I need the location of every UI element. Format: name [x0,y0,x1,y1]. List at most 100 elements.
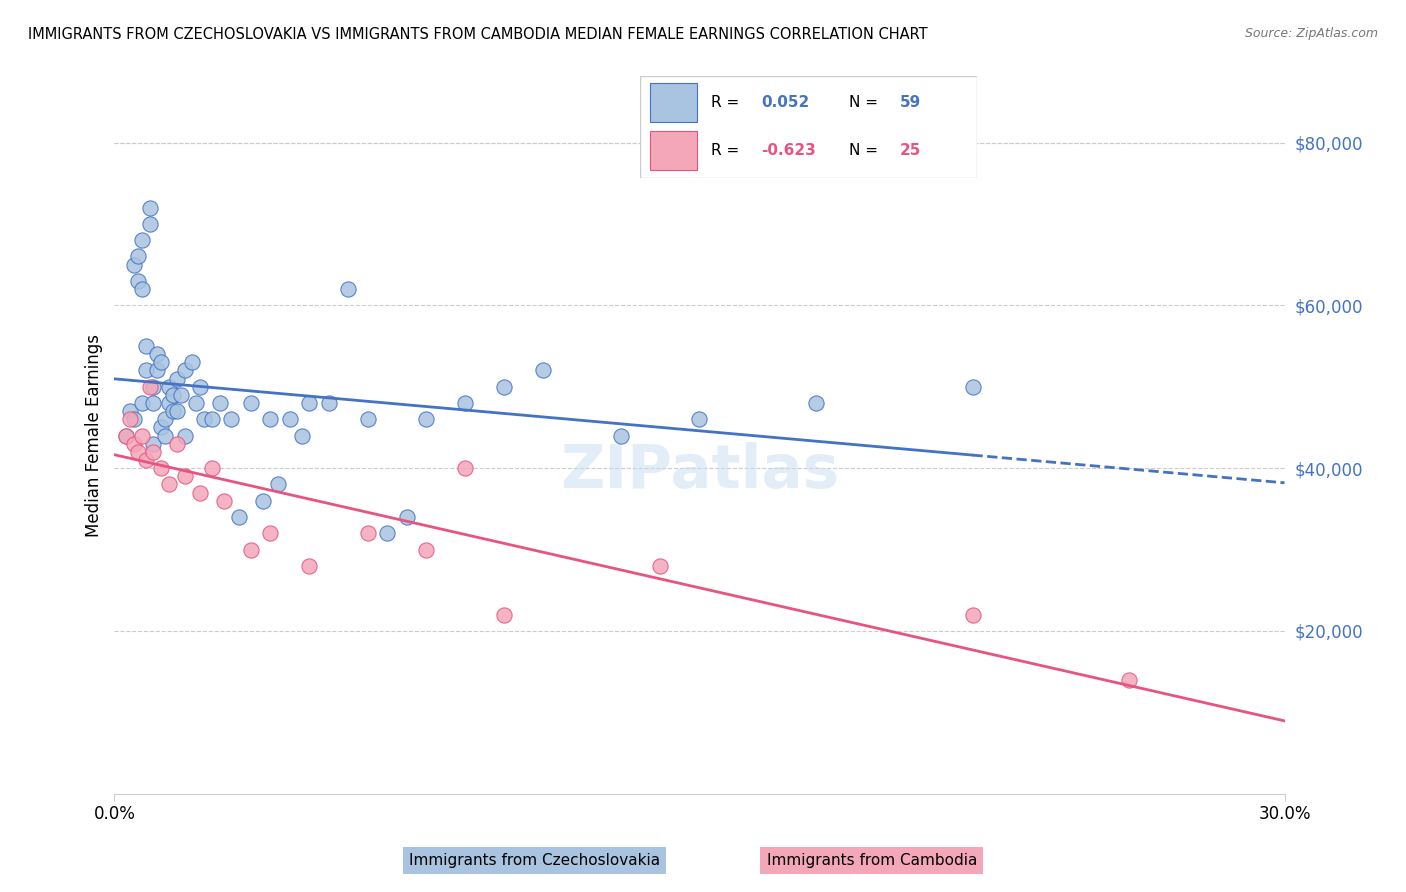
Point [122,412,145,426]
Point [239,542,262,557]
Point [610,428,633,442]
Text: N =: N = [849,144,883,158]
Point [131,282,153,296]
Point [146,363,169,377]
Point [127,274,149,288]
Point [173,363,195,377]
Point [131,396,153,410]
Point [415,412,437,426]
Point [127,445,149,459]
Point [142,436,165,450]
Point [122,258,145,272]
Point [162,388,184,402]
Point [201,461,224,475]
Point [146,347,169,361]
Point [138,217,160,231]
Point [150,355,173,369]
Point [150,461,173,475]
Text: R =: R = [710,95,744,110]
Point [291,428,314,442]
Point [239,396,262,410]
Point [533,363,555,377]
Point [688,412,710,426]
Point [357,526,380,541]
Y-axis label: Median Female Earnings: Median Female Earnings [86,334,103,537]
Point [494,607,516,622]
Point [157,477,180,491]
Point [142,396,165,410]
Point [142,445,165,459]
Point [166,371,188,385]
Text: IMMIGRANTS FROM CZECHOSLOVAKIA VS IMMIGRANTS FROM CAMBODIA MEDIAN FEMALE EARNING: IMMIGRANTS FROM CZECHOSLOVAKIA VS IMMIGR… [28,27,928,42]
Point [131,428,153,442]
Point [118,412,141,426]
Text: ZIPatlas: ZIPatlas [560,442,839,501]
Point [650,558,672,573]
Point [122,436,145,450]
Text: Immigrants from Czechoslovakia: Immigrants from Czechoslovakia [409,854,659,868]
Point [357,412,380,426]
Point [131,233,153,247]
Text: 59: 59 [900,95,921,110]
Point [157,396,180,410]
Point [173,428,195,442]
Point [1118,673,1140,687]
Text: -0.623: -0.623 [761,144,815,158]
Point [278,412,301,426]
Point [395,510,418,524]
Point [454,461,477,475]
Point [135,453,157,467]
Point [181,355,204,369]
Text: R =: R = [710,144,744,158]
Point [259,526,281,541]
Point [135,339,157,353]
Point [138,201,160,215]
Point [188,380,211,394]
Point [135,363,157,377]
Point [298,396,321,410]
Point [118,404,141,418]
Point [188,485,211,500]
Point [115,428,138,442]
Point [337,282,360,296]
Point [201,412,224,426]
Point [454,396,477,410]
Point [494,380,516,394]
Point [252,493,274,508]
Point [150,420,173,434]
Text: 25: 25 [900,144,921,158]
Point [228,510,250,524]
Point [415,542,437,557]
Text: 0.052: 0.052 [761,95,810,110]
Point [166,436,188,450]
Point [142,380,165,394]
Point [127,250,149,264]
Point [267,477,290,491]
Point [221,412,243,426]
Point [162,404,184,418]
Point [115,428,138,442]
Point [170,388,193,402]
Point [166,404,188,418]
Point [962,380,984,394]
Point [157,380,180,394]
Point [318,396,340,410]
Point [153,412,176,426]
Point [298,558,321,573]
Point [208,396,231,410]
Point [377,526,399,541]
Point [962,607,984,622]
Text: N =: N = [849,95,883,110]
Point [138,380,160,394]
Point [153,428,176,442]
Point [173,469,195,483]
Text: Immigrants from Cambodia: Immigrants from Cambodia [766,854,977,868]
Point [259,412,281,426]
Point [806,396,828,410]
Point [212,493,235,508]
Bar [650,131,697,170]
Point [193,412,215,426]
Point [186,396,208,410]
Text: Source: ZipAtlas.com: Source: ZipAtlas.com [1244,27,1378,40]
Bar [650,83,697,122]
